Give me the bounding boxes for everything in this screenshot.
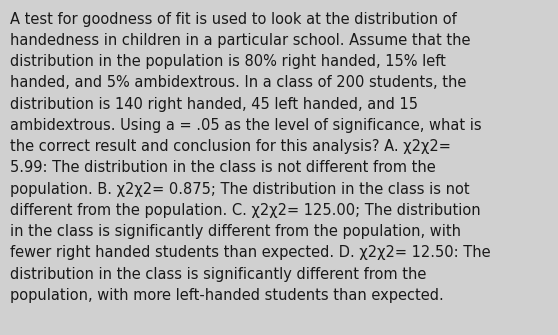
Text: A test for goodness of fit is used to look at the distribution of
handedness in : A test for goodness of fit is used to lo… <box>10 12 490 303</box>
